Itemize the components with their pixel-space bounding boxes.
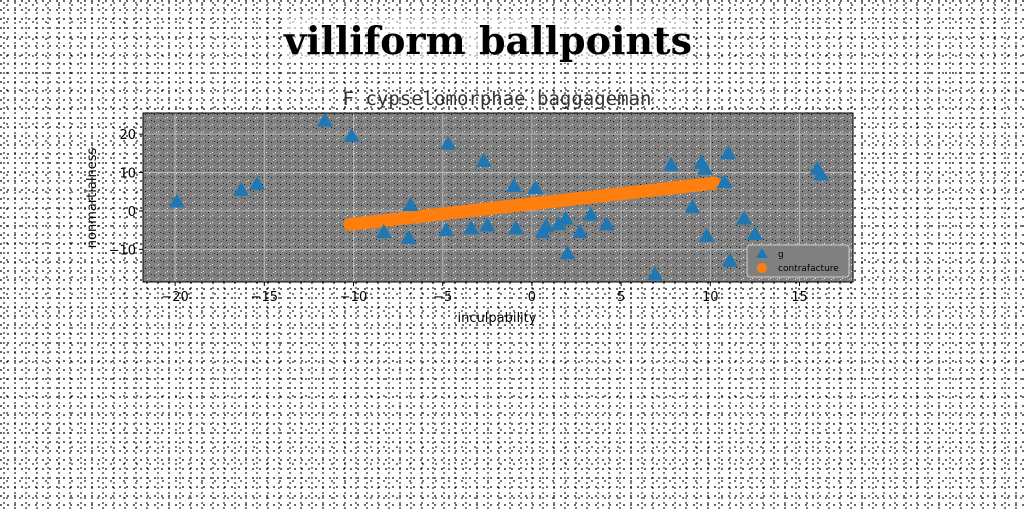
legend: g contrafacture: [746, 244, 850, 278]
y-tick-label: 20: [119, 128, 136, 143]
point-g: [440, 135, 457, 150]
point-g: [559, 245, 576, 260]
point-g: [736, 210, 753, 225]
plot-frame: [142, 112, 854, 283]
x-tick-label: −5: [433, 290, 452, 305]
point-g: [646, 266, 663, 281]
plot-noise: [143, 113, 853, 282]
x-tick-label: 0: [528, 290, 536, 305]
point-g: [343, 128, 360, 143]
point-g: [402, 197, 419, 212]
point-g: [698, 227, 715, 242]
x-tick-label: 15: [791, 290, 808, 305]
point-contrafacture: [707, 176, 721, 190]
point-g: [720, 145, 737, 160]
x-axis-label: inculpability: [458, 311, 537, 326]
legend-marker-g: [756, 248, 768, 258]
x-tick-label: −15: [251, 290, 278, 305]
point-g: [507, 220, 524, 235]
point-g: [463, 220, 480, 235]
point-g: [572, 224, 589, 239]
point-g: [557, 210, 574, 225]
chart-title: F cypselomorphae baggageman: [343, 88, 652, 110]
point-g: [812, 166, 829, 181]
page-title: villiform ballpoints: [284, 18, 692, 63]
legend-marker-contrafacture: [757, 263, 767, 273]
point-g: [716, 174, 733, 189]
point-g: [527, 179, 544, 194]
point-g: [696, 160, 713, 175]
point-g: [663, 156, 680, 171]
data-marks: [168, 113, 829, 281]
legend-label-g: g: [778, 250, 784, 260]
x-tick-label: −10: [340, 290, 367, 305]
x-tick-label: 5: [617, 290, 625, 305]
point-g: [233, 181, 250, 196]
point-g: [475, 153, 492, 168]
point-g: [582, 206, 599, 221]
point-g: [375, 224, 392, 239]
point-g: [746, 225, 763, 240]
point-g: [598, 216, 615, 231]
point-g: [316, 113, 333, 127]
point-g: [400, 229, 417, 244]
y-tick-label: 10: [119, 167, 136, 182]
legend-label-contrafacture: contrafacture: [778, 264, 839, 274]
y-tick-label: 0: [128, 205, 136, 220]
point-g: [506, 177, 523, 192]
point-g: [479, 217, 496, 232]
point-g: [438, 222, 455, 237]
legend-box: [746, 244, 850, 278]
point-g: [721, 252, 738, 267]
point-g: [168, 193, 185, 208]
y-tick-label: −10: [109, 243, 136, 258]
y-axis-label: nonmartialness: [85, 148, 100, 249]
axis-ticks: −20 −15 −10 −5 0 5 10 15 −10 0 10 20: [109, 128, 808, 305]
x-tick-label: 10: [702, 290, 719, 305]
point-g: [538, 218, 555, 233]
x-tick-label: −20: [161, 290, 188, 305]
point-g: [684, 199, 701, 214]
point-g: [249, 176, 266, 191]
